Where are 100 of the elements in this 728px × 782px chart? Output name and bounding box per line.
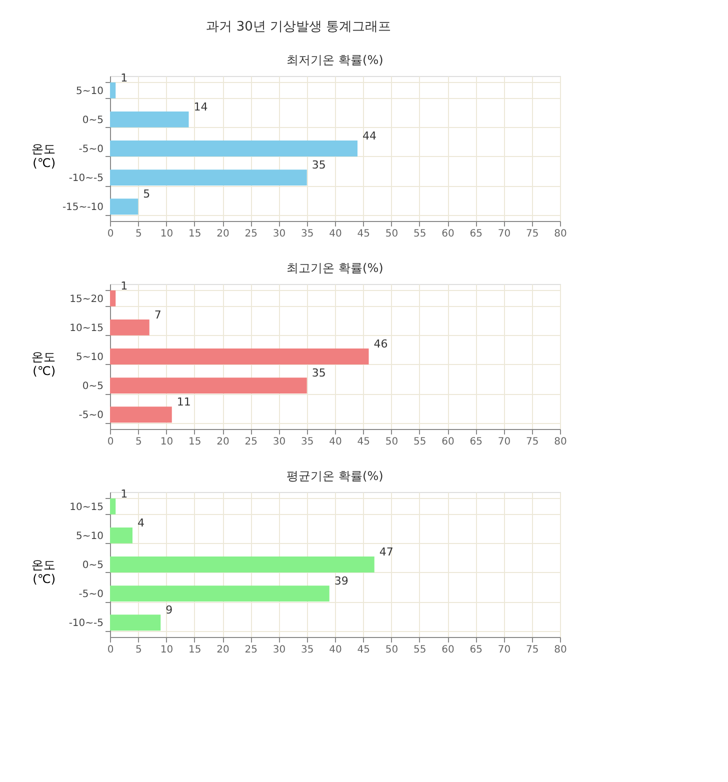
y-tick-label: -15~-10: [62, 202, 104, 214]
data-label: 44: [362, 130, 376, 142]
bar: [110, 556, 374, 572]
y-tick-label: 10~15: [70, 502, 104, 513]
x-tick-label: 70: [498, 436, 511, 448]
bar: [110, 498, 116, 514]
x-tick-label: 40: [329, 436, 342, 448]
y-tick-label: -10~-5: [68, 173, 104, 184]
y-tick-label: 0~5: [82, 114, 104, 126]
y-tick-label: 10~15: [70, 322, 104, 334]
bar: [110, 111, 189, 128]
x-tick-label: 80: [554, 436, 567, 448]
x-tick-label: 75: [526, 644, 539, 656]
data-label: 7: [154, 308, 162, 322]
y-tick-label: -10~-5: [68, 618, 104, 630]
y-tick-label: 5~10: [76, 530, 104, 542]
x-tick-label: 45: [357, 436, 370, 448]
bar: [110, 290, 116, 306]
data-label: 46: [374, 338, 388, 350]
x-tick-label: 35: [301, 436, 314, 448]
y-tick-label: 0~5: [82, 381, 104, 392]
x-tick-label: 75: [526, 436, 539, 448]
y-tick-label: 5~10: [76, 352, 104, 363]
x-tick-label: 25: [244, 228, 258, 240]
x-tick-label: 55: [414, 228, 426, 240]
data-label: 11: [176, 396, 191, 409]
y-axis-title: 온도 (℃): [32, 142, 56, 170]
bar: [110, 586, 330, 602]
x-tick-label: 5: [135, 228, 142, 240]
y-tick-label: 0~5: [82, 560, 104, 571]
x-tick-label: 10: [160, 228, 174, 240]
x-tick-label: 65: [470, 436, 482, 448]
x-tick-label: 15: [188, 644, 202, 656]
x-tick-label: 15: [188, 228, 202, 240]
x-tick-label: 60: [442, 644, 454, 656]
x-tick-label: 30: [272, 228, 286, 240]
data-label: 9: [166, 604, 173, 617]
x-tick-label: 10: [160, 436, 174, 448]
x-tick-label: 55: [414, 644, 426, 656]
data-label: 39: [334, 574, 348, 588]
x-tick-label: 40: [329, 228, 342, 240]
x-tick-label: 0: [107, 644, 114, 656]
x-tick-label: 30: [272, 644, 286, 656]
x-tick-label: 15: [188, 436, 202, 448]
data-label: 4: [138, 516, 144, 530]
text: 과거 30년 기상발생 통계그래프: [206, 20, 392, 34]
data-label: 14: [194, 100, 208, 114]
x-tick-label: 50: [385, 436, 398, 448]
x-tick-label: 40: [329, 644, 342, 656]
chart-title: 최고기온 확률(%): [286, 261, 384, 275]
chart-title: 평균기온 확률(%): [286, 469, 384, 483]
bar: [110, 140, 358, 156]
y-tick-label: -5~0: [78, 589, 104, 600]
data-label: 5: [143, 188, 150, 201]
x-tick-label: 75: [526, 228, 539, 240]
bar: [110, 170, 307, 186]
x-tick-label: 65: [470, 644, 482, 656]
data-label: 1: [120, 279, 128, 292]
y-tick-label: 15~20: [70, 294, 104, 305]
x-tick-label: 0: [107, 436, 114, 448]
bar: [110, 348, 369, 364]
x-tick-label: 20: [216, 644, 230, 656]
x-tick-label: 70: [498, 644, 511, 656]
y-tick-label: -5~0: [78, 410, 104, 422]
x-tick-label: 60: [442, 436, 454, 448]
bar: [110, 319, 150, 336]
bar: [110, 198, 138, 215]
x-tick-label: 5: [135, 436, 142, 448]
x-tick-label: 35: [301, 228, 314, 240]
y-axis-title: 온도 (℃): [32, 558, 56, 586]
x-tick-label: 80: [554, 644, 567, 656]
x-tick-label: 50: [385, 644, 398, 656]
y-tick-label: 5~10: [76, 86, 104, 97]
y-tick-label: -5~0: [78, 144, 104, 155]
x-tick-label: 25: [244, 644, 258, 656]
data-label: 1: [120, 487, 128, 500]
x-tick-label: 60: [442, 228, 454, 240]
bar: [110, 527, 132, 544]
x-tick-label: 80: [554, 228, 567, 240]
x-tick-label: 50: [385, 228, 398, 240]
x-tick-label: 25: [244, 436, 258, 448]
x-tick-label: 35: [301, 644, 314, 656]
bar: [110, 378, 307, 394]
y-axis-title: 온도 (℃): [32, 350, 56, 378]
data-label: 1: [120, 71, 128, 84]
x-tick-label: 30: [272, 436, 286, 448]
data-label: 35: [312, 158, 326, 172]
x-tick-label: 65: [470, 228, 482, 240]
x-tick-label: 10: [160, 644, 174, 656]
data-label: 47: [379, 546, 394, 558]
x-tick-label: 0: [107, 228, 114, 240]
x-tick-label: 20: [216, 228, 230, 240]
x-tick-label: 45: [357, 644, 370, 656]
data-label: 35: [312, 366, 326, 380]
x-tick-label: 20: [216, 436, 230, 448]
bar: [110, 82, 116, 98]
x-tick-label: 5: [135, 644, 142, 656]
x-tick-label: 45: [357, 228, 370, 240]
x-tick-label: 55: [414, 436, 426, 448]
x-tick-label: 70: [498, 228, 511, 240]
